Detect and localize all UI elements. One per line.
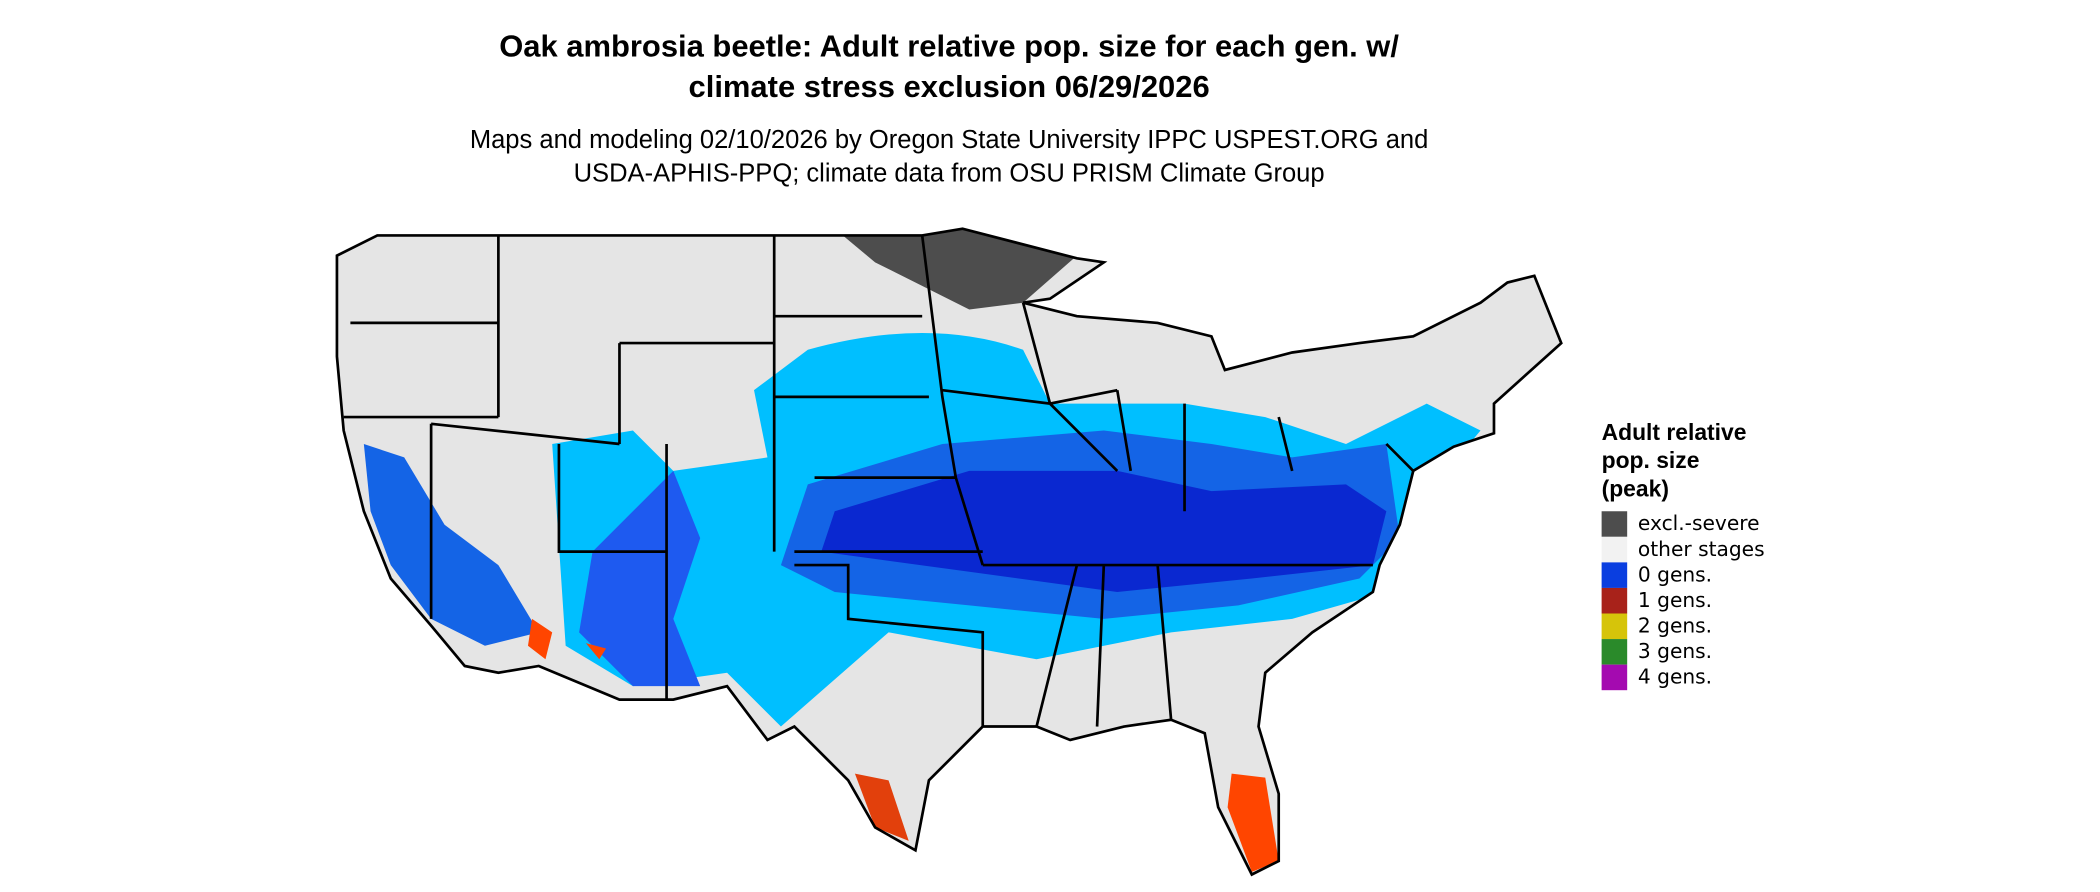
region-southwest-blue bbox=[579, 470, 701, 687]
legend-swatch bbox=[1601, 639, 1628, 665]
region-texas-warm bbox=[854, 773, 909, 841]
region-florida-warm bbox=[1227, 773, 1279, 872]
legend-title: pop. size bbox=[1602, 447, 1700, 473]
legend-label: 0 gens. bbox=[1638, 562, 1712, 586]
legend-swatch bbox=[1601, 613, 1628, 640]
legend-swatch bbox=[1601, 511, 1628, 537]
legend-title: Adult relative bbox=[1602, 419, 1747, 445]
legend-label: excl.-severe bbox=[1638, 511, 1760, 535]
legend-label: other stages bbox=[1638, 537, 1765, 561]
legend-label: 4 gens. bbox=[1638, 665, 1712, 689]
region-arizona-warm bbox=[527, 618, 607, 660]
legend-title: (peak) bbox=[1602, 475, 1669, 501]
legend-swatch bbox=[1601, 587, 1628, 614]
region-west-blue bbox=[363, 443, 539, 646]
legend-label: 1 gens. bbox=[1638, 588, 1712, 612]
legend-swatch bbox=[1601, 562, 1628, 588]
subtitle-line: USDA-APHIS-PPQ; climate data from OSU PR… bbox=[574, 160, 1325, 188]
subtitle-line: Maps and modeling 02/10/2026 by Oregon S… bbox=[470, 126, 1429, 154]
legend-label: 3 gens. bbox=[1638, 639, 1712, 663]
legend-label: 2 gens. bbox=[1638, 613, 1712, 637]
legend-swatch bbox=[1601, 536, 1628, 563]
us-map bbox=[335, 227, 1563, 877]
title-line: Oak ambrosia beetle: Adult relative pop.… bbox=[499, 29, 1399, 64]
title-line: climate stress exclusion 06/29/2026 bbox=[689, 69, 1210, 104]
state-borders bbox=[335, 227, 1563, 877]
legend-swatch bbox=[1601, 664, 1628, 691]
